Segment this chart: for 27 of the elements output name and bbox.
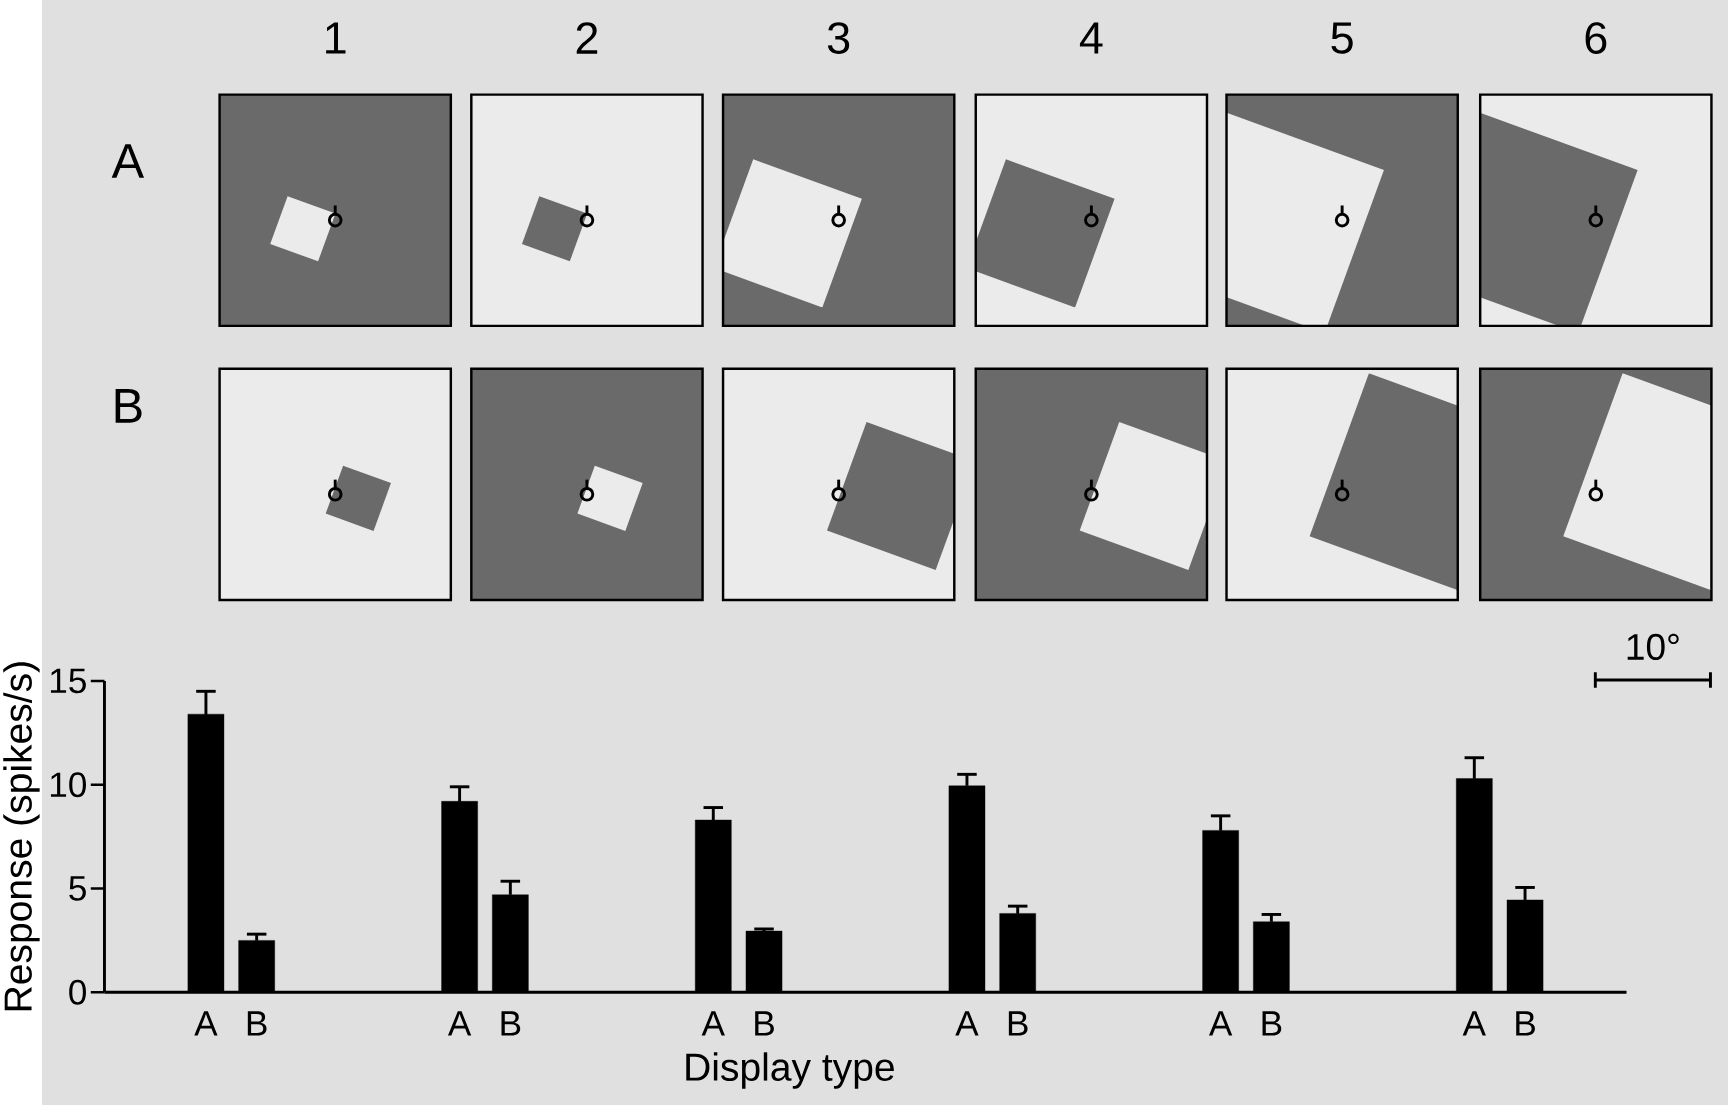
x-tick-label: B: [1008, 1011, 1028, 1036]
y-tick-label: 15: [50, 668, 86, 693]
text: 6: [1585, 21, 1607, 54]
x-tick-label: A: [1208, 1011, 1233, 1036]
y-tick-label: 5: [69, 876, 86, 901]
x-tick-label: A: [1462, 1011, 1486, 1036]
x-tick-label: A: [701, 1011, 725, 1036]
text: 1: [326, 22, 346, 54]
text: B: [115, 388, 142, 423]
x-tick-label: B: [1262, 1011, 1282, 1036]
x-tick-label: B: [247, 1011, 267, 1036]
x-tick-label: B: [501, 1011, 521, 1036]
text: 3: [827, 21, 850, 54]
x-tick-label: B: [755, 1011, 774, 1036]
x-tick-label: A: [194, 1011, 218, 1036]
x-axis-title: Display type: [686, 1052, 894, 1089]
y-tick-label: 10: [50, 772, 86, 797]
text: A: [111, 143, 145, 178]
text: 2: [576, 22, 598, 54]
text: 5: [1331, 22, 1353, 54]
x-tick-label: A: [447, 1011, 472, 1036]
x-tick-label: A: [955, 1011, 979, 1036]
y-tick-label: 0: [69, 979, 86, 1005]
y-axis-title: Response (spikes/s): [3, 662, 40, 1010]
text: 10°: [1627, 633, 1679, 660]
x-tick-label: B: [1516, 1011, 1535, 1036]
text: 4: [1079, 22, 1103, 54]
